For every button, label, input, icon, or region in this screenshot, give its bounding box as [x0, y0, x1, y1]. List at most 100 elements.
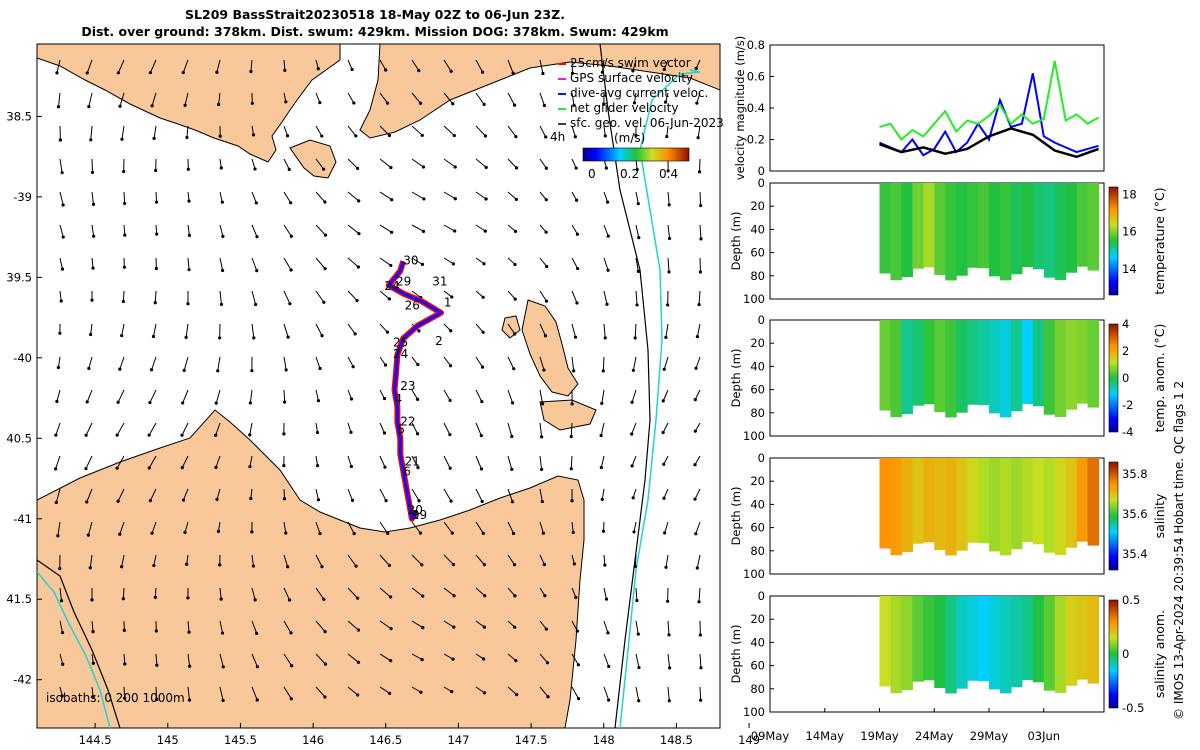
velocity-vector [631, 422, 637, 435]
heatmap-cell [1076, 320, 1089, 404]
velocity-vector [539, 323, 546, 336]
velocity-vector-head [575, 232, 580, 236]
heatmap-cell [1054, 458, 1067, 555]
velocity-vector [603, 323, 606, 338]
heatmap-cell [890, 320, 903, 418]
velocity-vector-head [220, 631, 225, 635]
velocity-vector [667, 224, 671, 239]
heatmap-ytick-label: 40 [750, 497, 765, 511]
heatmap-cell [923, 596, 935, 681]
chart-title-line2: Dist. over ground: 378km. Dist. swum: 42… [81, 24, 669, 39]
velocity-vector [59, 158, 63, 173]
velocity-vector [219, 620, 223, 634]
velocity-vector [283, 356, 287, 370]
velocity-vector-head [636, 202, 640, 206]
velocity-vector-head [662, 462, 666, 466]
velocity-vector [122, 587, 125, 599]
velocity-vector-head [417, 499, 421, 503]
velocity-vector [148, 455, 157, 469]
heatmap-ytick-label: 20 [750, 474, 765, 488]
velocity-vector-head [122, 265, 126, 269]
velocity-vector-head [184, 335, 188, 339]
velocity-vector-head [698, 633, 702, 637]
velocity-vector [570, 455, 573, 469]
velocity-vector-head [576, 663, 580, 667]
velocity-vector-head [693, 429, 697, 433]
velocity-vector-head [546, 695, 550, 699]
velocity-vector-head [697, 600, 701, 604]
velocity-vector [219, 257, 224, 271]
velocity-vector [181, 455, 189, 468]
velocity-vector [603, 587, 607, 600]
heatmap-cell [879, 458, 892, 549]
velocity-vector-head [420, 133, 424, 137]
velocity-vector-head [58, 566, 62, 571]
velocity-vector-head [481, 330, 485, 334]
velocity-vector-head [59, 299, 63, 303]
victoria-coast [37, 44, 341, 163]
velocity-vector [251, 587, 256, 601]
velocity-vector [635, 653, 640, 668]
heatmap-cell [1010, 458, 1023, 550]
velocity-vector [217, 356, 221, 371]
velocity-vector [571, 158, 577, 169]
velocity-vector [664, 521, 669, 534]
velocity-vector [249, 455, 253, 467]
velocity-vector [89, 554, 93, 568]
velocity-vector [667, 686, 670, 701]
velocity-vector-head [451, 562, 456, 567]
velocity-vector [379, 224, 392, 233]
velocity-vector-head [452, 133, 456, 138]
velocity-vector [218, 92, 221, 105]
velocity-vector [379, 422, 385, 434]
velocity-vector-head [695, 101, 699, 105]
velocity-vector [663, 488, 669, 499]
velocity-vector [443, 257, 454, 265]
heatmap-cell [999, 183, 1012, 281]
velocity-vector-head [286, 565, 290, 569]
velocity-vector-head [450, 689, 454, 694]
velocity-vector [56, 59, 61, 73]
velocity-vector [411, 290, 422, 299]
velocity-vector-head [635, 598, 639, 603]
velocity-vector [663, 356, 669, 370]
velocity-vector-head [349, 464, 353, 469]
velocity-vector-head [665, 134, 669, 139]
velocity-vector-head [56, 534, 60, 538]
velocity-vector-head [513, 625, 517, 629]
velocity-vector [411, 224, 424, 232]
velocity-vector [57, 356, 61, 368]
velocity-vector-head [86, 533, 90, 537]
velocity-vector-head [512, 367, 516, 371]
heatmap-cell [934, 183, 946, 275]
heatmap-cell [967, 320, 979, 405]
velocity-vector [86, 59, 93, 74]
velocity-vector-head [90, 298, 94, 302]
isobath-1000m-west [37, 559, 121, 728]
velocity-vector-head [282, 497, 287, 501]
map-ytick-label: -41 [13, 512, 32, 526]
velocity-vector-head [694, 366, 698, 370]
heatmap-cell [934, 596, 946, 688]
velocity-vector-head [122, 628, 126, 632]
velocity-vector-head [187, 199, 191, 203]
velocity-vector [571, 620, 578, 632]
velocity-vector [443, 389, 451, 401]
velocity-vector [602, 356, 605, 371]
velocity-vector-head [573, 335, 578, 339]
velocity-vector [539, 653, 548, 664]
velocity-vector-head [90, 170, 95, 174]
velocity-vector [184, 92, 189, 106]
velocity-vector [379, 686, 390, 694]
velocity-vector-head [603, 563, 607, 567]
velocity-vector [571, 686, 579, 699]
heatmap-cbar-tick: 35.6 [1122, 507, 1148, 521]
heatmap-cbar-tick: -0.5 [1122, 701, 1144, 715]
velocity-vector [571, 290, 578, 304]
velocity-vector [251, 653, 258, 667]
velocity-vector-head [147, 433, 151, 437]
heatmap-cell [956, 596, 968, 689]
velocity-vector [632, 356, 637, 371]
track-day-label: 30 [403, 253, 418, 267]
